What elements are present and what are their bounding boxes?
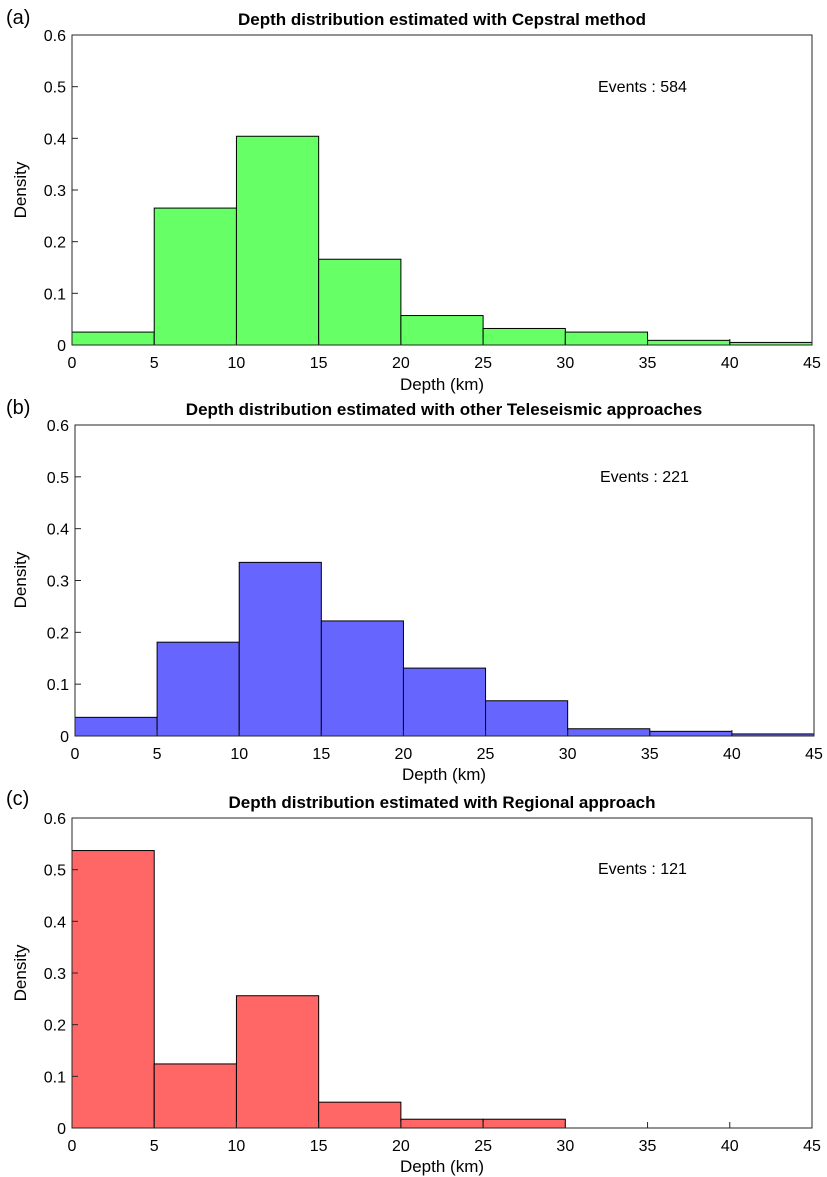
panel-b-x-tick-label-1: 5 (153, 746, 162, 763)
panel-c-y-tick-label-5: 0.5 (44, 863, 66, 880)
panel-c-x-tick-label-9: 45 (803, 1138, 821, 1155)
panel-a-x-tick-label-1: 5 (150, 355, 159, 372)
panel-a-label: (a) (6, 7, 30, 29)
panel-b-bar-0 (74, 716, 158, 737)
panel-a-x-tick-label-5: 25 (474, 355, 492, 372)
panel-b-y-tick-label-4: 0.4 (47, 522, 69, 539)
panel-b-x-tick-label-0: 0 (71, 746, 80, 763)
panel-b-y-tick-label-2: 0.2 (47, 625, 69, 642)
panel-b-bar-2 (238, 561, 322, 737)
panel-c-label: (c) (6, 788, 29, 810)
panel-c-bar-4 (400, 1118, 484, 1129)
panel-c-title: Depth distribution estimated with Region… (229, 793, 656, 812)
panel-b-bars (74, 561, 815, 737)
panel-a-x-tick-label-4: 20 (392, 355, 410, 372)
panel-a-ticks: 0 5 10 15 20 25 30 35 40 45 0 0.1 0.2 0.3 0.4 0.5 0.6 (44, 28, 821, 372)
panel-a-x-tick-label-2: 10 (228, 355, 246, 372)
panel-c-x-tick-label-5: 25 (474, 1138, 492, 1155)
panel-a-x-tick-label-7: 35 (639, 355, 657, 372)
panel-a-events-annotation: Events : 584 (598, 79, 687, 96)
panel-b-x-tick-label-6: 30 (559, 746, 577, 763)
panel-c-ticks: 0 5 10 15 20 25 30 35 40 45 0 0.1 0.2 0.3 0.4 0.5 0.6 (44, 811, 821, 1155)
panel-b-bar-3 (320, 620, 404, 737)
panel-c-x-tick-label-0: 0 (68, 1138, 77, 1155)
panel-b-x-axis-label: Depth (km) (402, 765, 486, 784)
panel-b-y-tick-label-0: 0 (60, 729, 69, 746)
panel-c: (c) Depth distribution estimated with Re… (6, 788, 821, 1176)
panel-c-x-tick-label-3: 15 (310, 1138, 328, 1155)
panel-c-bar-2 (235, 995, 320, 1129)
panel-a-y-tick-label-3: 0.3 (44, 183, 66, 200)
panel-c-y-tick-label-3: 0.3 (44, 966, 66, 983)
panel-b-bar-4 (402, 667, 487, 737)
panel-c-x-tick-label-6: 30 (556, 1138, 574, 1155)
panel-b: (b) Depth distribution estimated with ot… (6, 397, 823, 784)
panel-b-title: Depth distribution estimated with other … (186, 400, 702, 419)
panel-c-x-tick-label-7: 35 (639, 1138, 657, 1155)
panel-c-x-axis-label: Depth (km) (400, 1157, 484, 1176)
panel-a-bar-5 (482, 327, 566, 346)
panel-a-y-tick-label-0: 0 (57, 338, 66, 355)
panel-b-x-tick-label-7: 35 (641, 746, 659, 763)
panel-a-y-tick-label-5: 0.5 (44, 80, 66, 97)
panel-b-y-axis-label: Density (11, 551, 30, 608)
panel-a-x-tick-label-6: 30 (556, 355, 574, 372)
panel-a-title: Depth distribution estimated with Cepstr… (238, 10, 646, 29)
panel-b-x-tick-label-3: 15 (312, 746, 330, 763)
panel-b-ticks: 0 5 10 15 20 25 30 35 40 45 0 0.1 0.2 0.3 0.4 0.5 0.6 (47, 418, 823, 763)
panel-a-bar-1 (153, 207, 237, 346)
panel-b-bar-7 (649, 730, 733, 737)
panel-b-y-tick-label-6: 0.6 (47, 418, 69, 435)
panel-a-bar-7 (647, 339, 731, 346)
panel-c-events-annotation: Events : 121 (598, 861, 687, 878)
panel-a-x-tick-label-8: 40 (721, 355, 739, 372)
panel-a-y-tick-label-4: 0.4 (44, 131, 66, 148)
panel-c-y-tick-label-1: 0.1 (44, 1069, 66, 1086)
panel-b-x-tick-label-4: 20 (395, 746, 413, 763)
panel-a-bars (71, 135, 813, 346)
panel-a-y-tick-label-2: 0.2 (44, 235, 66, 252)
panel-a-bar-3 (318, 258, 402, 346)
panel-b-y-tick-label-5: 0.5 (47, 470, 69, 487)
panel-c-bar-5 (482, 1118, 566, 1129)
panel-b-x-tick-label-5: 25 (477, 746, 495, 763)
panel-a-x-axis-label: Depth (km) (400, 375, 484, 394)
panel-c-x-tick-label-8: 40 (721, 1138, 739, 1155)
panel-c-bar-0 (71, 850, 155, 1129)
panel-b-events-annotation: Events : 221 (600, 469, 689, 486)
panel-c-bar-3 (318, 1101, 402, 1129)
panel-a-bar-2 (235, 135, 320, 346)
panel-b-bar-6 (567, 728, 651, 737)
panel-a-y-tick-label-6: 0.6 (44, 28, 66, 45)
panel-a-bar-6 (564, 331, 649, 346)
panel-c-x-tick-label-2: 10 (228, 1138, 246, 1155)
panel-a-bar-4 (400, 315, 484, 346)
panel-c-y-tick-label-6: 0.6 (44, 811, 66, 828)
panel-c-y-axis-label: Density (11, 944, 30, 1001)
panel-b-y-tick-label-1: 0.1 (47, 677, 69, 694)
panel-a-y-tick-label-1: 0.1 (44, 286, 66, 303)
panel-a-y-axis-label: Density (11, 161, 30, 218)
panel-a-x-tick-label-3: 15 (310, 355, 328, 372)
panel-c-bar-1 (153, 1063, 237, 1129)
panel-a-bar-0 (71, 331, 155, 346)
panel-c-y-tick-label-4: 0.4 (44, 914, 66, 931)
panel-c-bars (71, 850, 566, 1129)
panel-c-y-tick-label-2: 0.2 (44, 1018, 66, 1035)
panel-c-y-tick-label-0: 0 (57, 1121, 66, 1138)
panel-b-bar-1 (156, 641, 240, 737)
panel-b-label: (b) (6, 397, 30, 419)
panel-b-x-tick-label-2: 10 (230, 746, 248, 763)
panel-a-x-tick-label-0: 0 (68, 355, 77, 372)
panel-c-x-tick-label-4: 20 (392, 1138, 410, 1155)
panel-c-x-tick-label-1: 5 (150, 1138, 159, 1155)
panel-a: (a) Depth distribution estimated with Ce… (6, 7, 821, 394)
panel-a-x-tick-label-9: 45 (803, 355, 821, 372)
panel-b-y-tick-label-3: 0.3 (47, 574, 69, 591)
panel-b-bar-5 (485, 700, 569, 737)
panel-b-x-tick-label-9: 45 (805, 746, 823, 763)
panel-b-x-tick-label-8: 40 (723, 746, 741, 763)
